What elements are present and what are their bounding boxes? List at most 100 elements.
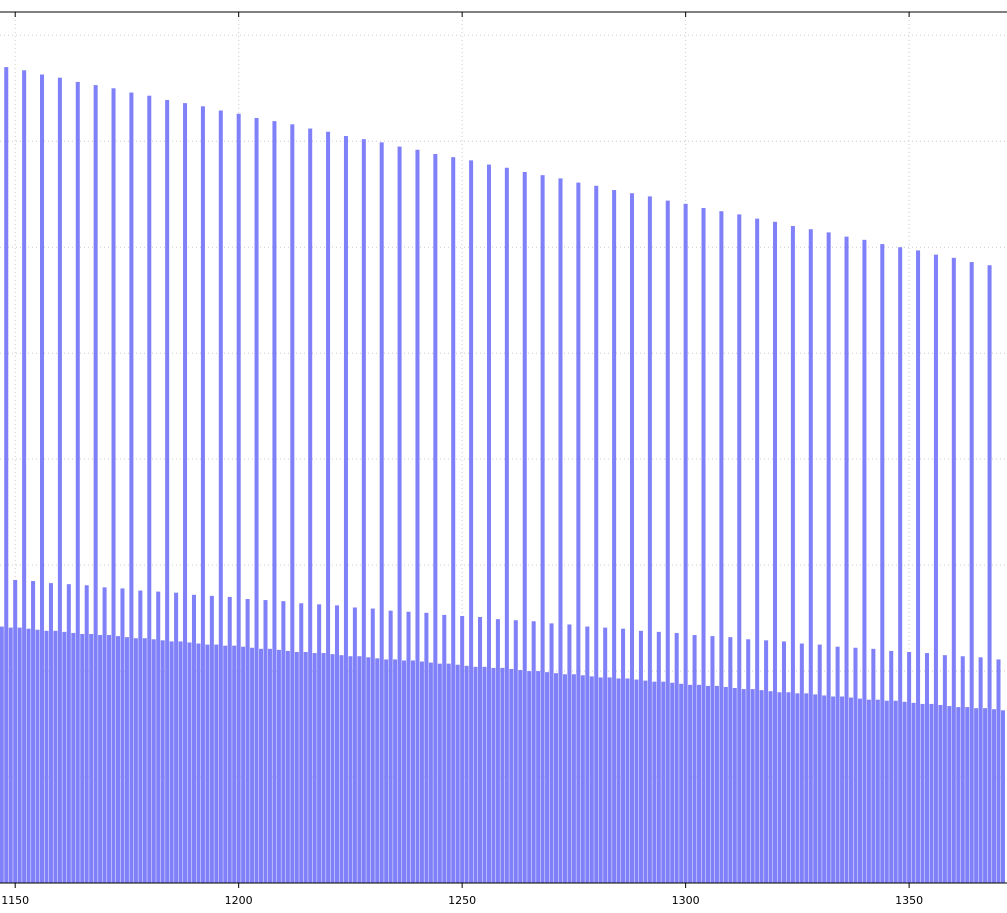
bar	[343, 135, 348, 883]
bar	[884, 700, 889, 883]
bar	[321, 653, 326, 883]
bar	[987, 265, 992, 883]
bar	[629, 193, 635, 884]
bar	[862, 239, 867, 884]
bar	[898, 247, 903, 883]
bar	[223, 645, 228, 883]
bar	[339, 655, 344, 883]
bar	[330, 654, 335, 883]
bar	[795, 693, 800, 883]
bar	[799, 643, 804, 883]
bar	[263, 600, 268, 883]
bar	[817, 644, 822, 883]
bar	[285, 650, 290, 883]
bar	[871, 648, 876, 883]
bar	[379, 142, 384, 883]
bar	[933, 254, 938, 883]
bar	[781, 641, 786, 883]
bar	[598, 677, 603, 883]
bar	[254, 117, 259, 884]
bar	[66, 584, 71, 883]
bar	[688, 684, 693, 883]
bar	[486, 164, 491, 884]
bar	[169, 641, 174, 883]
bar	[48, 583, 53, 883]
bar	[370, 608, 375, 883]
bar	[554, 673, 559, 883]
bar	[786, 692, 791, 883]
bar	[236, 113, 241, 883]
bar	[491, 667, 496, 883]
bar	[518, 670, 523, 883]
bar	[737, 214, 742, 884]
bar	[647, 196, 652, 884]
bar	[1000, 710, 1005, 883]
bar	[218, 110, 223, 883]
bar	[419, 661, 424, 883]
bar	[245, 599, 250, 883]
bar	[138, 590, 143, 883]
bar	[567, 624, 572, 883]
bar	[326, 131, 331, 883]
bar	[835, 646, 840, 883]
bar	[916, 250, 921, 883]
bar	[656, 631, 661, 883]
bar	[558, 178, 563, 883]
bar	[571, 674, 576, 883]
bar	[160, 640, 165, 883]
bar	[902, 701, 907, 883]
bar	[276, 649, 281, 883]
bar	[442, 614, 447, 883]
bar	[674, 632, 679, 883]
bar	[53, 630, 58, 883]
bar	[638, 630, 643, 883]
bar	[428, 662, 433, 883]
bar	[397, 146, 402, 883]
bar	[683, 203, 688, 883]
bar	[40, 74, 45, 883]
bar	[701, 208, 706, 884]
bar	[612, 190, 617, 884]
bar	[495, 619, 500, 883]
bar	[281, 601, 286, 883]
bar	[723, 686, 728, 883]
bar	[527, 671, 532, 883]
bar	[661, 681, 666, 883]
x-tick-label: 1150	[1, 894, 29, 907]
bar	[710, 636, 715, 883]
bar	[844, 236, 849, 884]
bar	[93, 85, 98, 883]
bar	[875, 699, 880, 883]
bar	[893, 700, 898, 883]
bar	[31, 581, 36, 883]
bar	[522, 172, 527, 883]
bar	[178, 641, 183, 883]
bar	[183, 103, 188, 883]
bar	[621, 628, 626, 883]
bar	[89, 633, 94, 883]
bar	[334, 605, 340, 883]
bar	[156, 591, 161, 883]
bar	[853, 647, 858, 883]
bar	[768, 691, 773, 883]
bar	[777, 692, 782, 883]
x-tick-label: 1350	[895, 894, 923, 907]
bar	[679, 683, 684, 883]
bar	[174, 592, 179, 883]
bar	[272, 121, 277, 884]
bar	[938, 704, 943, 883]
bar	[576, 182, 581, 884]
bar	[585, 626, 590, 883]
bar	[469, 160, 474, 883]
bar	[625, 678, 630, 883]
bar	[26, 628, 31, 883]
bar	[956, 707, 961, 883]
bar	[504, 167, 509, 884]
bar	[267, 648, 272, 883]
bar	[947, 706, 952, 883]
bar	[513, 620, 518, 883]
bar	[71, 632, 76, 883]
x-tick-label: 1250	[448, 894, 476, 907]
bar	[951, 257, 956, 883]
bar	[147, 95, 152, 884]
